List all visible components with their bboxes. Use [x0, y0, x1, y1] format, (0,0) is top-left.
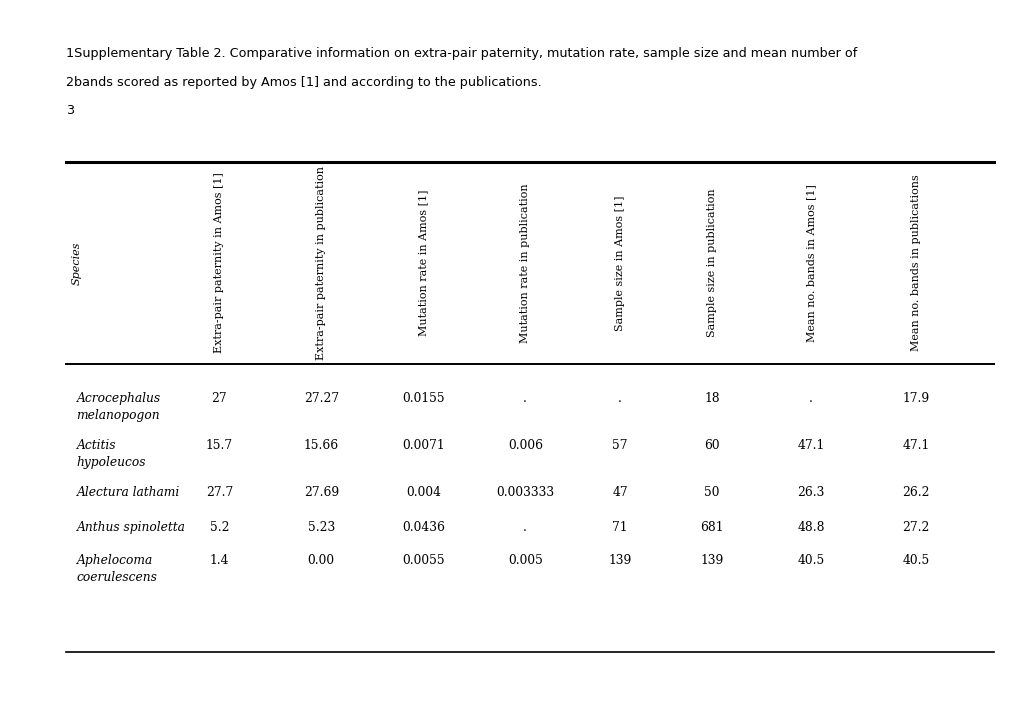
Text: Mutation rate in Amos [1]: Mutation rate in Amos [1]	[418, 189, 428, 336]
Text: 27.2: 27.2	[902, 521, 928, 534]
Text: 27: 27	[211, 392, 227, 405]
Text: Sample size in publication: Sample size in publication	[706, 189, 716, 337]
Text: 27.69: 27.69	[304, 486, 338, 499]
Text: 5.23: 5.23	[308, 521, 334, 534]
Text: Sample size in Amos [1]: Sample size in Amos [1]	[614, 195, 625, 330]
Text: 1Supplementary Table 2. Comparative information on extra-pair paternity, mutatio: 1Supplementary Table 2. Comparative info…	[66, 47, 857, 60]
Text: 40.5: 40.5	[797, 554, 823, 567]
Text: 139: 139	[700, 554, 722, 567]
Text: 15.7: 15.7	[206, 439, 232, 452]
Text: Acrocephalus
melanopogon: Acrocephalus melanopogon	[76, 392, 160, 423]
Text: 48.8: 48.8	[797, 521, 823, 534]
Text: 681: 681	[699, 521, 723, 534]
Text: Mean no. bands in Amos [1]: Mean no. bands in Amos [1]	[805, 184, 815, 342]
Text: 60: 60	[703, 439, 719, 452]
Text: Extra-pair paternity in publication: Extra-pair paternity in publication	[316, 166, 326, 360]
Text: 15.66: 15.66	[304, 439, 338, 452]
Text: 0.003333: 0.003333	[496, 486, 553, 499]
Text: .: .	[618, 392, 622, 405]
Text: 0.005: 0.005	[507, 554, 542, 567]
Text: .: .	[808, 392, 812, 405]
Text: 17.9: 17.9	[902, 392, 928, 405]
Text: 26.3: 26.3	[797, 486, 823, 499]
Text: .: .	[523, 521, 527, 534]
Text: 0.0436: 0.0436	[401, 521, 444, 534]
Text: 47.1: 47.1	[797, 439, 823, 452]
Text: 5.2: 5.2	[209, 521, 229, 534]
Text: 0.0055: 0.0055	[401, 554, 444, 567]
Text: 57: 57	[611, 439, 628, 452]
Text: 0.0155: 0.0155	[401, 392, 444, 405]
Text: 3: 3	[66, 104, 74, 117]
Text: Mean no. bands in publications: Mean no. bands in publications	[910, 174, 920, 351]
Text: 18: 18	[703, 392, 719, 405]
Text: 50: 50	[703, 486, 719, 499]
Text: 40.5: 40.5	[902, 554, 928, 567]
Text: 0.004: 0.004	[406, 486, 440, 499]
Text: Species: Species	[71, 241, 82, 284]
Text: 139: 139	[608, 554, 631, 567]
Text: Mutation rate in publication: Mutation rate in publication	[520, 183, 530, 343]
Text: 0.00: 0.00	[308, 554, 334, 567]
Text: 1.4: 1.4	[209, 554, 229, 567]
Text: Extra-pair paternity in Amos [1]: Extra-pair paternity in Amos [1]	[214, 172, 224, 354]
Text: Aphelocoma
coerulescens: Aphelocoma coerulescens	[76, 554, 157, 585]
Text: 26.2: 26.2	[902, 486, 928, 499]
Text: Alectura lathami: Alectura lathami	[76, 486, 179, 499]
Text: Anthus spinoletta: Anthus spinoletta	[76, 521, 185, 534]
Text: 71: 71	[611, 521, 628, 534]
Text: 47: 47	[611, 486, 628, 499]
Text: 27.27: 27.27	[304, 392, 338, 405]
Text: 27.7: 27.7	[206, 486, 232, 499]
Text: 2bands scored as reported by Amos [1] and according to the publications.: 2bands scored as reported by Amos [1] an…	[66, 76, 541, 89]
Text: Actitis
hypoleucos: Actitis hypoleucos	[76, 439, 146, 469]
Text: 0.006: 0.006	[507, 439, 542, 452]
Text: 0.0071: 0.0071	[401, 439, 444, 452]
Text: 47.1: 47.1	[902, 439, 928, 452]
Text: .: .	[523, 392, 527, 405]
